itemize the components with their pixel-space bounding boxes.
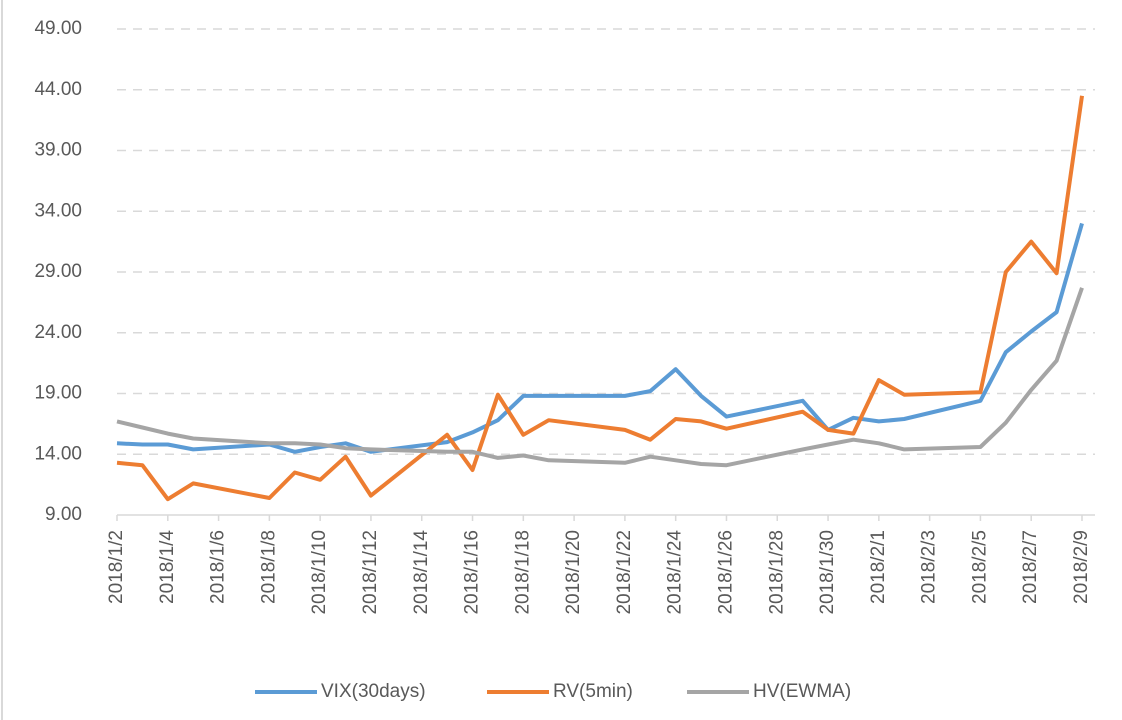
y-tick-label: 24.00 xyxy=(34,322,82,343)
x-tick-label: 2018/1/12 xyxy=(360,530,381,615)
x-tick-label: 2018/2/3 xyxy=(919,530,940,604)
x-tick-label: 2018/1/10 xyxy=(309,530,330,615)
x-tick-label: 2018/1/2 xyxy=(106,530,127,604)
x-tick-label: 2018/2/1 xyxy=(868,530,889,604)
x-tick-label: 2018/1/14 xyxy=(411,530,432,615)
x-tick-label: 2018/1/28 xyxy=(766,530,787,615)
x-tick-label: 2018/1/20 xyxy=(563,530,584,615)
x-tick-label: 2018/2/7 xyxy=(1020,530,1041,604)
x-tick-label: 2018/1/18 xyxy=(512,530,533,615)
legend-label: VIX(30days) xyxy=(321,681,426,702)
legend-label: RV(5min) xyxy=(553,681,633,702)
x-tick-label: 2018/2/9 xyxy=(1071,530,1092,604)
y-tick-label: 49.00 xyxy=(34,18,82,39)
x-tick-label: 2018/1/26 xyxy=(715,530,736,615)
series-line xyxy=(116,95,1084,502)
y-tick-label: 19.00 xyxy=(34,383,82,404)
y-tick-label: 39.00 xyxy=(34,140,82,161)
y-tick-label: 34.00 xyxy=(34,200,82,221)
y-tick-label: 14.00 xyxy=(34,443,82,464)
x-tick-label: 2018/1/24 xyxy=(665,530,686,615)
x-tick-label: 2018/1/16 xyxy=(462,530,483,615)
y-tick-label: 9.00 xyxy=(45,504,82,525)
series-line xyxy=(116,222,1084,454)
series-line xyxy=(116,287,1084,468)
x-tick-label: 2018/1/4 xyxy=(157,530,178,604)
x-tick-label: 2018/1/6 xyxy=(208,530,229,604)
y-tick-label: 44.00 xyxy=(34,79,82,100)
x-tick-label: 2018/2/5 xyxy=(969,530,990,604)
legend-label: HV(EWMA) xyxy=(753,681,851,702)
x-tick-label: 2018/1/30 xyxy=(817,530,838,615)
x-tick-label: 2018/1/8 xyxy=(258,530,279,604)
x-tick-label: 2018/1/22 xyxy=(614,530,635,615)
y-tick-label: 29.00 xyxy=(34,261,82,282)
